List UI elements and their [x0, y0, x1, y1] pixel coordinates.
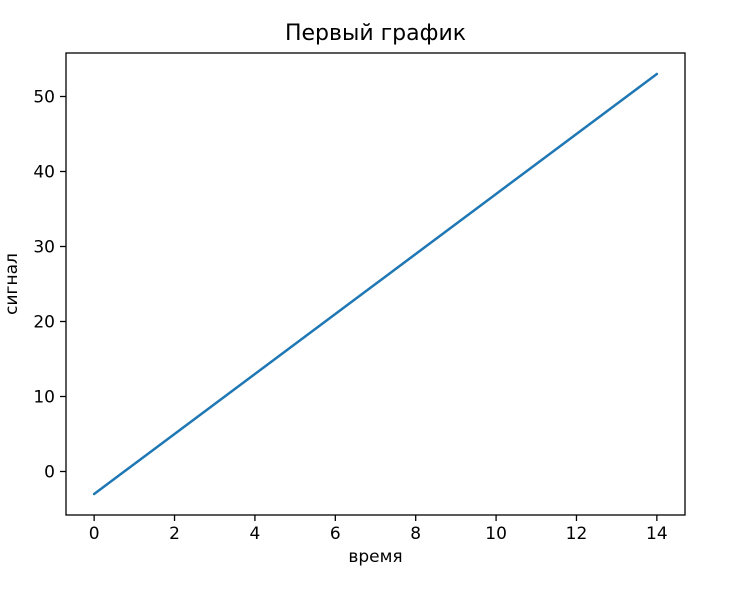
x-tick-label: 10 [485, 524, 507, 544]
x-tick-label: 8 [410, 524, 421, 544]
chart-title: Первый график [285, 21, 466, 46]
y-tick-label: 30 [33, 238, 55, 258]
x-tick-label: 0 [89, 524, 100, 544]
y-axis-label: сигнал [2, 253, 22, 315]
x-tick-label: 14 [646, 524, 668, 544]
y-tick-label: 0 [44, 463, 55, 483]
y-tick-label: 20 [33, 313, 55, 333]
x-tick-label: 6 [330, 524, 341, 544]
axes-spines [65, 52, 686, 516]
series-line [92, 72, 659, 496]
y-tick-label: 50 [33, 88, 55, 108]
x-tick-label: 12 [566, 524, 588, 544]
plot-area: 0 2 4 6 8 10 12 14 0 10 20 30 40 50 [33, 52, 686, 544]
y-tick-label: 40 [33, 163, 55, 183]
x-tick-label: 2 [169, 524, 180, 544]
x-axis-label: время [348, 547, 402, 567]
x-tick-label: 4 [250, 524, 261, 544]
y-tick-label: 10 [33, 388, 55, 408]
